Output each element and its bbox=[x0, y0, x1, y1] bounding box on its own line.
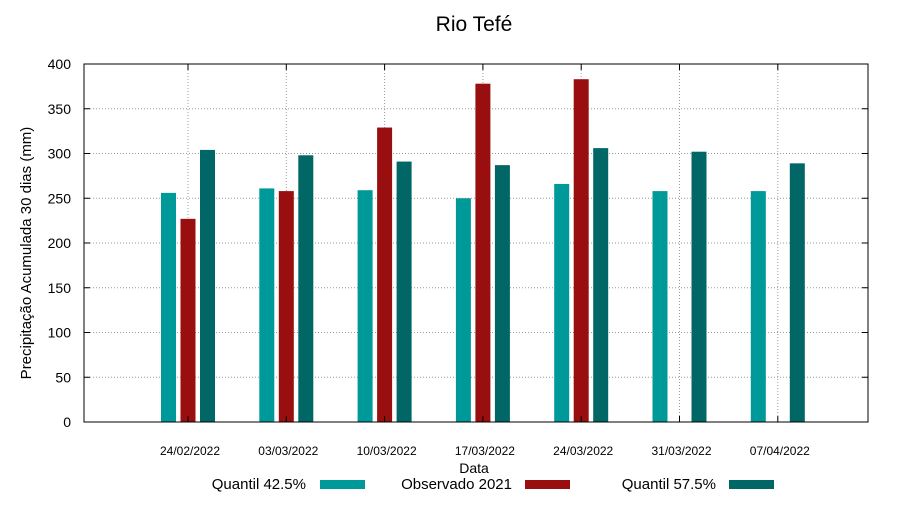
bars bbox=[161, 79, 805, 423]
x-axis-label: Data bbox=[459, 460, 489, 476]
y-axis-ticks: 0 50 100 150 200 250 300 350 400 bbox=[48, 56, 868, 430]
y-tick-label: 300 bbox=[48, 146, 72, 162]
bar bbox=[377, 127, 393, 423]
bar bbox=[573, 79, 589, 422]
bar bbox=[357, 190, 373, 422]
y-tick-label: 200 bbox=[48, 235, 72, 251]
y-tick-label: 0 bbox=[63, 414, 71, 430]
y-tick-label: 250 bbox=[48, 190, 72, 206]
legend-label: Observado 2021 bbox=[401, 476, 512, 493]
x-tick-label: 31/03/2022 bbox=[651, 444, 711, 458]
x-tick-label: 03/03/2022 bbox=[258, 444, 318, 458]
y-tick-label: 150 bbox=[48, 280, 72, 296]
bar bbox=[259, 188, 275, 422]
bar bbox=[278, 191, 294, 422]
y-tick-label: 350 bbox=[48, 101, 72, 117]
x-tick-label: 10/03/2022 bbox=[357, 444, 417, 458]
legend-label: Quantil 42.5% bbox=[212, 476, 306, 493]
x-tick-label: 17/03/2022 bbox=[455, 444, 515, 458]
x-tick-label: 07/04/2022 bbox=[750, 444, 810, 458]
y-tick-label: 100 bbox=[48, 325, 72, 341]
y-axis-label: Precipitação Acumulada 30 dias (mm) bbox=[18, 127, 35, 380]
chart-title: Rio Tefé bbox=[436, 13, 513, 36]
bar bbox=[593, 148, 609, 422]
bar bbox=[180, 218, 196, 422]
bar bbox=[455, 198, 471, 422]
y-tick-label: 50 bbox=[55, 369, 71, 385]
legend-swatch bbox=[525, 480, 570, 489]
bar bbox=[475, 83, 491, 422]
legend-swatch bbox=[320, 480, 365, 489]
legend-label: Quantil 57.5% bbox=[622, 476, 716, 493]
bar bbox=[750, 191, 766, 422]
bar bbox=[554, 183, 570, 422]
bar bbox=[298, 155, 314, 423]
bar bbox=[789, 163, 805, 422]
legend-swatch bbox=[729, 480, 774, 489]
bar bbox=[494, 165, 510, 422]
bar bbox=[652, 191, 668, 422]
bar bbox=[396, 161, 412, 422]
legend: Quantil 42.5% Observado 2021 Quantil 57.5% bbox=[212, 476, 774, 493]
x-tick-label: 24/02/2022 bbox=[160, 444, 220, 458]
bar bbox=[161, 192, 176, 422]
bar bbox=[200, 149, 215, 423]
x-tick-label: 24/03/2022 bbox=[553, 444, 613, 458]
bar bbox=[691, 151, 707, 422]
y-tick-label: 400 bbox=[48, 56, 72, 72]
x-axis-ticks: 24/02/2022 03/03/2022 10/03/2022 17/03/2022… bbox=[160, 64, 810, 458]
